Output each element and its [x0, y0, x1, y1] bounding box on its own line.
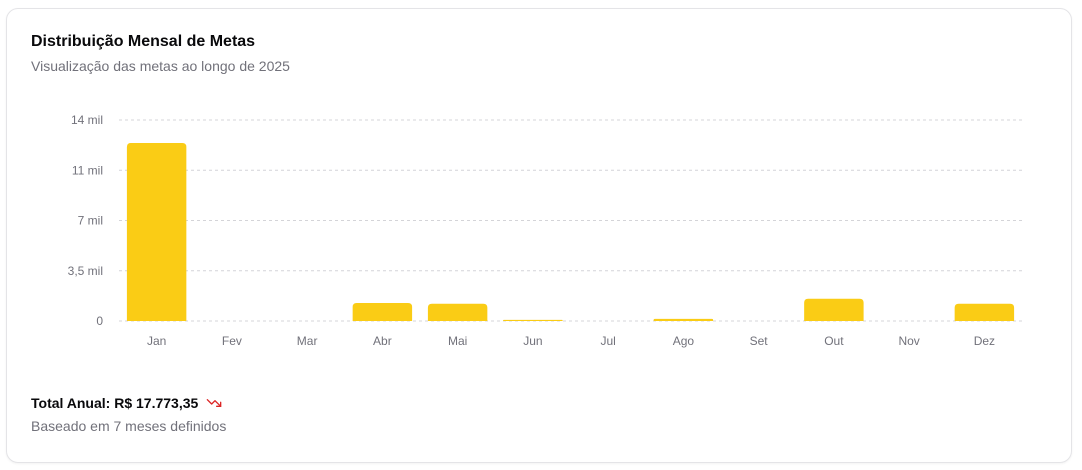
bar-chart: 0 3,5 mil 7 mil 11 mil 14 mil Jan Fev Mar Abr Mai…: [68, 113, 1022, 348]
x-tick-label: Out: [824, 334, 844, 348]
x-tick-label: Mar: [297, 334, 318, 348]
y-tick-label: 0: [96, 314, 103, 328]
x-tick-label: Jun: [523, 334, 542, 348]
x-tick-label: Mai: [448, 334, 467, 348]
annual-total-label: Total Anual: R$ 17.773,35: [31, 395, 199, 411]
bar-ago[interactable]: [653, 318, 714, 321]
x-tick-label: Jan: [147, 334, 166, 348]
x-tick-label: Ago: [673, 334, 695, 348]
y-tick-label: 3,5 mil: [68, 264, 103, 278]
bar-out[interactable]: [804, 298, 864, 321]
x-tick-label: Jul: [600, 334, 615, 348]
card-title: Distribuição Mensal de Metas: [31, 33, 256, 50]
bar-jan[interactable]: [126, 142, 187, 321]
trending-down-icon: [206, 395, 222, 411]
chart-card: Distribuição Mensal de Metas Visualizaçã…: [6, 8, 1072, 463]
y-tick-label: 11 mil: [72, 163, 103, 177]
y-tick-label: 7 mil: [78, 214, 103, 228]
x-tick-label: Fev: [222, 334, 242, 348]
y-tick-label: 14 mil: [71, 113, 103, 127]
annual-total: Total Anual: R$ 17.773,35: [31, 395, 222, 411]
card-subtitle: Visualização das metas ao longo de 2025: [31, 58, 290, 74]
x-tick-label: Nov: [898, 334, 919, 348]
bar-dez[interactable]: [954, 303, 1015, 321]
x-tick-label: Set: [750, 334, 769, 348]
bar-mai[interactable]: [427, 303, 488, 321]
months-defined-note: Baseado em 7 meses definidos: [31, 418, 227, 434]
bar-jun[interactable]: [503, 319, 563, 321]
x-tick-label: Dez: [974, 334, 995, 348]
x-tick-label: Abr: [373, 334, 392, 348]
bar-abr[interactable]: [352, 303, 413, 321]
